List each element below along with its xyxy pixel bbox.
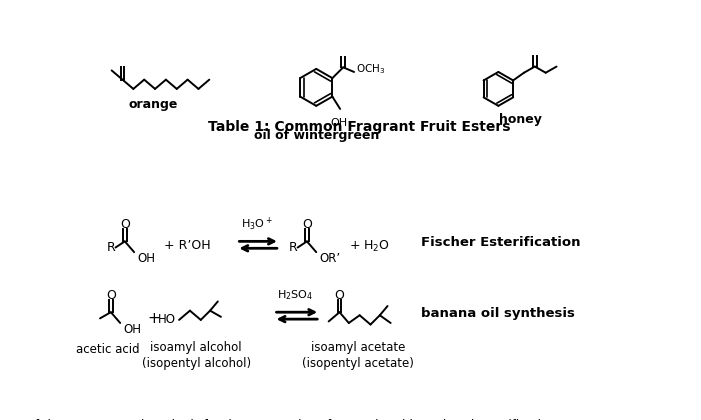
- Text: HO: HO: [158, 313, 176, 326]
- Text: One of the most general methods for the preparation of esters is acid-catalyzed : One of the most general methods for the …: [0, 419, 557, 420]
- Text: H$_2$SO$_4$: H$_2$SO$_4$: [277, 289, 313, 302]
- Text: orange: orange: [129, 98, 178, 111]
- Text: Table 1: Common Fragrant Fruit Esters: Table 1: Common Fragrant Fruit Esters: [207, 121, 510, 134]
- Text: isoamyl alcohol
(isopentyl alcohol): isoamyl alcohol (isopentyl alcohol): [142, 341, 251, 370]
- Text: + H$_2$O: + H$_2$O: [349, 239, 390, 254]
- Text: acetic acid: acetic acid: [76, 343, 139, 356]
- Text: H$_3$O$^+$: H$_3$O$^+$: [240, 216, 273, 233]
- Text: OH: OH: [137, 252, 155, 265]
- Text: OR’: OR’: [320, 252, 341, 265]
- Text: R: R: [289, 241, 297, 254]
- Text: O: O: [106, 289, 116, 302]
- Text: Fischer Esterification: Fischer Esterification: [421, 236, 580, 249]
- Text: oil of wintergreen: oil of wintergreen: [254, 129, 379, 142]
- Text: + R’OH: + R’OH: [163, 239, 210, 252]
- Text: honey: honey: [498, 113, 541, 126]
- Text: banana oil synthesis: banana oil synthesis: [421, 307, 575, 320]
- Text: isoamyl acetate
(isopentyl acetate): isoamyl acetate (isopentyl acetate): [302, 341, 414, 370]
- Text: OCH$_3$: OCH$_3$: [355, 62, 385, 76]
- Text: OH: OH: [123, 323, 142, 336]
- Text: +: +: [147, 311, 160, 326]
- Text: O: O: [334, 289, 344, 302]
- Text: R: R: [107, 241, 115, 254]
- Text: OH: OH: [330, 118, 347, 128]
- Text: O: O: [302, 218, 312, 231]
- Text: O: O: [120, 218, 130, 231]
